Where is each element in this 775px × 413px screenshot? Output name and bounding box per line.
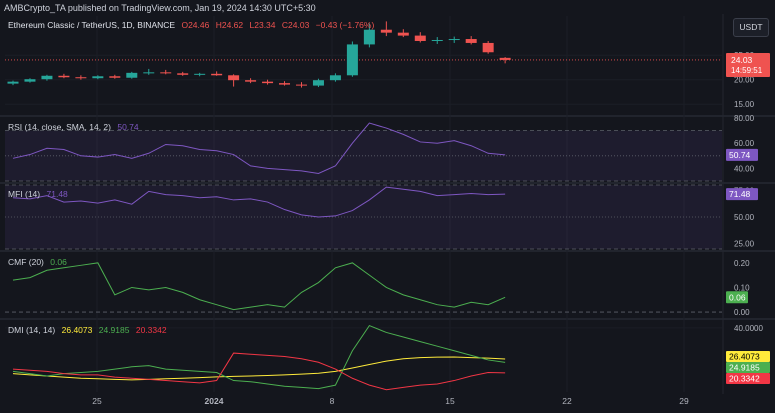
candle-body bbox=[380, 29, 392, 33]
candle-body bbox=[160, 72, 172, 74]
high-value: H24.62 bbox=[215, 20, 244, 30]
close-value: C24.03 bbox=[281, 20, 310, 30]
candle-body bbox=[75, 77, 87, 79]
mfi-badge bbox=[726, 188, 758, 201]
candle-body bbox=[262, 81, 274, 84]
candle-body bbox=[109, 76, 121, 78]
dmi-badge-value: 26.4073 bbox=[729, 352, 760, 362]
dmi-badge bbox=[726, 373, 770, 384]
candle-body bbox=[7, 81, 19, 84]
dmi-badge-value: 24.9185 bbox=[729, 363, 760, 373]
dmi-badge bbox=[726, 351, 770, 362]
rsi-value: 50.74 bbox=[117, 122, 139, 132]
last-price-value: 24.03 bbox=[731, 55, 753, 65]
candle-body bbox=[312, 80, 324, 86]
candle-body bbox=[279, 83, 291, 85]
candle-body bbox=[143, 72, 155, 74]
rsi-legend[interactable]: RSI (14, close, SMA, 14, 2) 50.74 bbox=[8, 122, 143, 132]
candle-body bbox=[41, 75, 53, 80]
indicator-tick-label: 0.10 bbox=[734, 283, 750, 292]
mfi-badge-value: 71.48 bbox=[729, 189, 751, 199]
indicator-tick-label: 40.00 bbox=[734, 164, 755, 173]
dmi-plus-value: 24.9185 bbox=[98, 325, 130, 335]
mfi-legend[interactable]: MFI (14) 71.48 bbox=[8, 189, 72, 199]
indicator-line bbox=[12, 262, 506, 311]
symbol-label[interactable]: Ethereum Classic / TetherUS, 1D, BINANCE bbox=[8, 20, 176, 30]
dmi-adx-value: 26.4073 bbox=[61, 325, 93, 335]
indicator-line bbox=[12, 324, 506, 390]
indicator-tick-label: 0.20 bbox=[734, 259, 750, 268]
candle-body bbox=[177, 73, 189, 75]
price-tick-label: 15.00 bbox=[734, 100, 755, 109]
candle-body bbox=[211, 73, 223, 76]
indicator-tick-label: 80.00 bbox=[734, 114, 755, 123]
candle-body bbox=[228, 75, 240, 81]
rsi-badge-value: 50.74 bbox=[729, 150, 751, 160]
indicator-line bbox=[12, 122, 506, 174]
cmf-value: 0.06 bbox=[50, 257, 67, 267]
price-tick-label: 20.00 bbox=[734, 76, 755, 85]
candle-body bbox=[414, 35, 426, 41]
indicator-line bbox=[12, 356, 506, 381]
low-value: L23.34 bbox=[249, 20, 276, 30]
candle-body bbox=[245, 80, 257, 82]
rsi-label: RSI (14, close, SMA, 14, 2) bbox=[8, 122, 111, 132]
x-tick-label: 15 bbox=[445, 396, 455, 406]
dmi-label: DMI (14, 14) bbox=[8, 325, 56, 335]
candle-body bbox=[295, 84, 307, 86]
x-tick-label: 25 bbox=[92, 396, 102, 406]
mfi-label: MFI (14) bbox=[8, 189, 41, 199]
candle-body bbox=[482, 42, 494, 53]
candle-body bbox=[363, 29, 375, 45]
candle-body bbox=[448, 39, 460, 41]
candle-body bbox=[24, 79, 36, 82]
dmi-badge bbox=[726, 362, 770, 373]
candle-body bbox=[499, 57, 511, 60]
indicator-tick-label: 25.00 bbox=[734, 240, 755, 249]
candle-body bbox=[431, 40, 443, 42]
x-tick-label: 8 bbox=[330, 396, 335, 406]
cmf-badge-value: 0.06 bbox=[729, 292, 746, 302]
indicator-tick-label: 50.00 bbox=[734, 213, 755, 222]
cmf-label: CMF (20) bbox=[8, 257, 44, 267]
candle-body bbox=[126, 72, 138, 78]
candle-body bbox=[58, 75, 70, 78]
currency-button[interactable]: USDT bbox=[733, 18, 769, 37]
candle-body bbox=[346, 44, 358, 76]
mfi-value: 71.48 bbox=[46, 189, 68, 199]
last-price-badge bbox=[726, 52, 770, 77]
dmi-legend[interactable]: DMI (14, 14) 26.4073 24.9185 20.3342 bbox=[8, 325, 171, 335]
candle-body bbox=[465, 39, 477, 43]
change-value: −0.43 (−1.76%) bbox=[315, 20, 375, 30]
dmi-minus-value: 20.3342 bbox=[135, 325, 167, 335]
published-caption: AMBCrypto_TA published on TradingView.co… bbox=[4, 3, 316, 13]
candle-body bbox=[194, 73, 206, 75]
dmi-badge-value: 20.3342 bbox=[729, 374, 760, 384]
x-tick-label: 2024 bbox=[205, 396, 224, 406]
cmf-legend[interactable]: CMF (20) 0.06 bbox=[8, 257, 71, 267]
indicator-tick-label: 40.0000 bbox=[734, 324, 763, 333]
price-legend: Ethereum Classic / TetherUS, 1D, BINANCE… bbox=[8, 20, 378, 30]
candle-body bbox=[397, 32, 409, 36]
rsi-badge bbox=[726, 148, 758, 161]
candle-body bbox=[92, 76, 104, 79]
indicator-line bbox=[12, 352, 506, 391]
x-tick-label: 29 bbox=[679, 396, 689, 406]
x-tick-label: 22 bbox=[562, 396, 572, 406]
indicator-tick-label: 60.00 bbox=[734, 139, 755, 148]
open-value: O24.46 bbox=[181, 20, 210, 30]
indicator-line bbox=[12, 186, 506, 218]
candle-body bbox=[329, 75, 341, 81]
countdown-timer: 14:59:51 bbox=[731, 66, 763, 75]
indicator-tick-label: 0.00 bbox=[734, 308, 750, 317]
cmf-badge bbox=[726, 291, 748, 304]
